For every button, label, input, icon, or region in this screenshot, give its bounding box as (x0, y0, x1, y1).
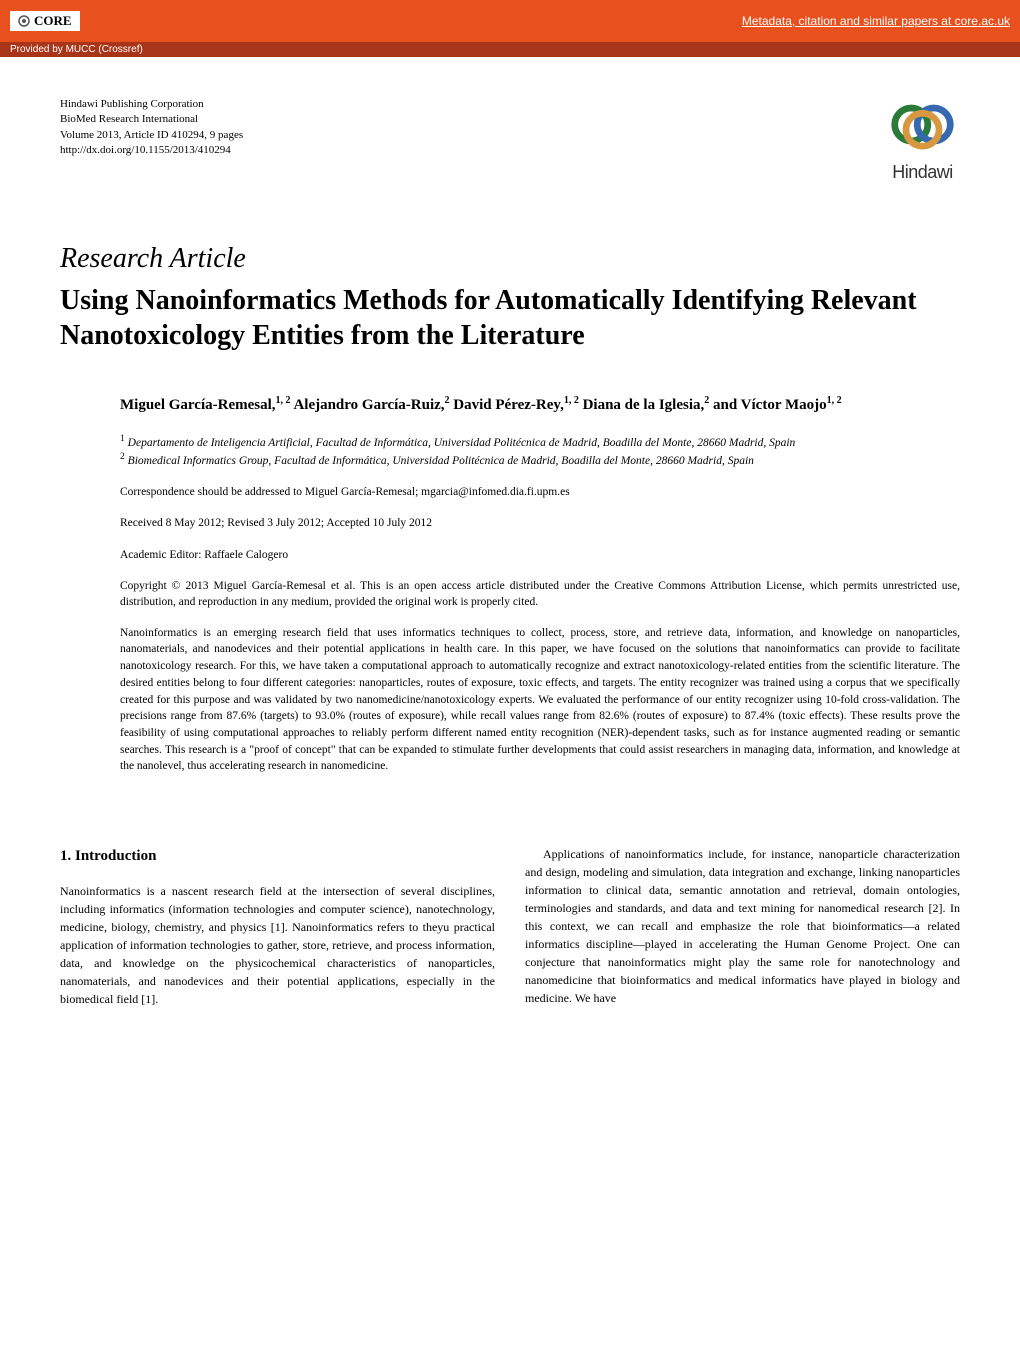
section-heading: 1. Introduction (60, 845, 495, 868)
hindawi-rings-icon (885, 97, 960, 152)
publication-info: Hindawi Publishing Corporation BioMed Re… (60, 97, 243, 159)
core-logo: CORE (10, 11, 80, 31)
authors: Miguel García-Remesal,1, 2 Alejandro Gar… (120, 393, 960, 417)
abstract: Nanoinformatics is an emerging research … (120, 625, 960, 775)
body-columns: 1. Introduction Nanoinformatics is a nas… (60, 845, 960, 1009)
core-logo-text: CORE (34, 13, 72, 29)
copyright: Copyright © 2013 Miguel García-Remesal e… (120, 578, 960, 610)
header-row: Hindawi Publishing Corporation BioMed Re… (60, 97, 960, 183)
hindawi-text: Hindawi (885, 162, 960, 183)
article-title: Using Nanoinformatics Methods for Automa… (60, 283, 960, 353)
provider-bar: Provided by MUCC (Crossref) (0, 42, 1020, 57)
journal: BioMed Research International (60, 112, 243, 127)
intro-paragraph-2: Applications of nanoinformatics include,… (525, 845, 960, 1007)
intro-paragraph-1: Nanoinformatics is a nascent research fi… (60, 882, 495, 1008)
correspondence: Correspondence should be addressed to Mi… (120, 484, 960, 500)
academic-editor: Academic Editor: Raffaele Calogero (120, 547, 960, 563)
core-banner: CORE Metadata, citation and similar pape… (0, 0, 1020, 42)
core-metadata-link[interactable]: Metadata, citation and similar papers at… (742, 14, 1010, 28)
hindawi-logo: Hindawi (885, 97, 960, 183)
core-icon (18, 15, 30, 27)
publisher: Hindawi Publishing Corporation (60, 97, 243, 112)
column-left: 1. Introduction Nanoinformatics is a nas… (60, 845, 495, 1009)
column-right: Applications of nanoinformatics include,… (525, 845, 960, 1009)
volume: Volume 2013, Article ID 410294, 9 pages (60, 128, 243, 143)
affiliations: 1 Departamento de Inteligencia Artificia… (120, 432, 960, 470)
doi: http://dx.doi.org/10.1155/2013/410294 (60, 143, 243, 158)
dates: Received 8 May 2012; Revised 3 July 2012… (120, 515, 960, 531)
article-type: Research Article (60, 243, 960, 275)
page-content: Hindawi Publishing Corporation BioMed Re… (0, 57, 1020, 1048)
